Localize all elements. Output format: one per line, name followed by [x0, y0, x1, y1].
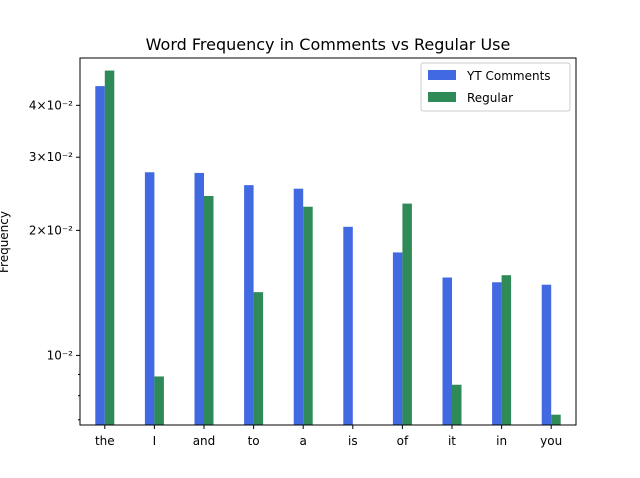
bar-yt-comments-to — [244, 185, 254, 425]
legend-frame — [420, 62, 571, 112]
bar-yt-comments-you — [541, 284, 552, 425]
bar-yt-comments-it — [442, 277, 452, 425]
bars-layer — [95, 70, 561, 425]
x-tick-label: in — [496, 434, 507, 448]
bar-yt-comments-a — [293, 188, 304, 425]
chart-title: Word Frequency in Comments vs Regular Us… — [146, 35, 511, 54]
x-tick-label: you — [540, 434, 562, 448]
x-tick-label: and — [193, 434, 216, 448]
y-tick-label: 10⁻² — [47, 348, 74, 362]
legend-swatch-regular — [428, 92, 456, 102]
y-tick-label: 4×10⁻² — [29, 98, 73, 112]
x-tick-label: to — [248, 434, 260, 448]
bar-regular-and — [204, 195, 214, 425]
bar-regular-of — [402, 203, 412, 425]
legend-swatch-yt-comments — [428, 70, 456, 80]
x-tick-label: of — [397, 434, 409, 448]
bar-yt-comments-i — [144, 172, 155, 425]
bar-regular-a — [303, 206, 313, 425]
bar-regular-you — [551, 414, 561, 425]
x-tick-label: a — [300, 434, 307, 448]
y-axis: 10⁻² 2×10⁻² 3×10⁻² 4×10⁻² — [29, 98, 80, 421]
y-tick-label: 3×10⁻² — [29, 150, 73, 164]
x-tick-label: I — [153, 434, 157, 448]
y-axis-label: Frequency — [0, 211, 11, 273]
x-tick-label: the — [95, 434, 115, 448]
x-tick-label: is — [348, 434, 358, 448]
x-tick-label: it — [448, 434, 456, 448]
legend-label-regular: Regular — [467, 91, 513, 105]
bar-regular-to — [253, 292, 264, 425]
bar-yt-comments-in — [492, 282, 502, 425]
bar-yt-comments-and — [194, 172, 204, 425]
plot-frame — [79, 57, 577, 426]
legend-label-yt-comments: YT Comments — [466, 69, 551, 83]
bar-regular-the — [104, 70, 115, 425]
bar-regular-i — [154, 376, 164, 425]
bar-yt-comments-is — [343, 226, 353, 425]
bar-yt-comments-of — [392, 252, 403, 425]
legend: YT Comments Regular — [420, 62, 571, 112]
bar-regular-it — [452, 384, 462, 425]
y-tick-label: 2×10⁻² — [29, 223, 73, 237]
bar-yt-comments-the — [95, 86, 105, 425]
bar-regular-in — [501, 275, 512, 425]
